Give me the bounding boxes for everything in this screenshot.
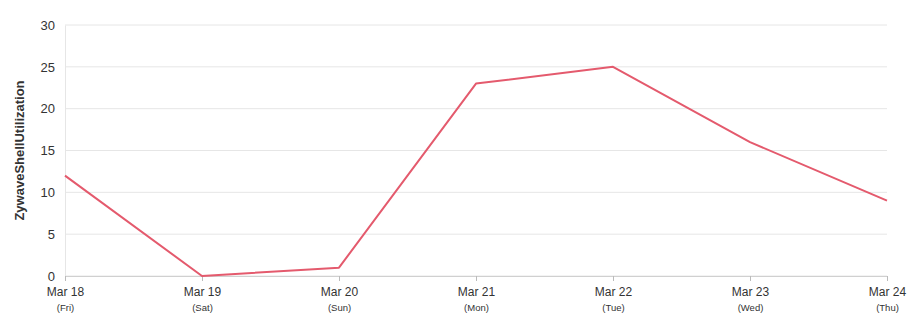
grid-line: [65, 234, 887, 235]
x-tick-label: Mar 21 (Mon): [458, 285, 496, 313]
y-axis-title: ZywaveShellUtilization: [12, 80, 27, 220]
x-tick-label-line: Mar 23: [732, 285, 770, 299]
y-axis: 0 5 10 15 20 25 30: [41, 18, 66, 284]
y-tick-label: 0: [48, 269, 55, 284]
grid-line: [65, 25, 887, 26]
x-tick-label-line: Mar 22: [595, 285, 633, 299]
y-tick: 30: [41, 18, 65, 33]
x-tick-label: Mar 20 (Sun): [321, 285, 359, 313]
y-tick-label: 20: [41, 101, 55, 116]
x-tick-label: Mar 22 (Tue): [595, 285, 633, 313]
x-tick-mark: [339, 276, 340, 281]
x-tick-label-line: Mar 24: [869, 285, 907, 299]
y-tick: 15: [41, 143, 65, 158]
grid-line: [65, 66, 887, 67]
y-tick: 0: [48, 269, 65, 284]
x-tick-mark: [613, 276, 614, 281]
line: [65, 67, 887, 276]
grid-line: [65, 108, 887, 109]
y-tick: 5: [48, 227, 65, 242]
x-tick: Mar 19 (Sat): [184, 276, 222, 313]
x-tick-label-line: (Tue): [602, 302, 624, 313]
x-tick-label: Mar 19 (Sat): [184, 285, 222, 313]
x-tick: Mar 20 (Sun): [321, 276, 359, 313]
x-tick-mark: [750, 276, 751, 281]
x-tick-label: Mar 18 (Fri): [47, 285, 85, 313]
x-tick-label-line: Mar 18: [47, 285, 85, 299]
x-tick-label-line: (Mon): [464, 302, 489, 313]
grid-line: [65, 192, 887, 193]
y-tick-label: 10: [41, 185, 55, 200]
x-tick-label-line: (Wed): [738, 302, 764, 313]
y-tick-label: 25: [41, 59, 55, 74]
y-tick: 10: [41, 185, 65, 200]
y-tick-label: 5: [48, 227, 55, 242]
x-tick-label-line: (Thu): [876, 302, 899, 313]
y-tick-label: 30: [41, 18, 55, 33]
y-tick: 25: [41, 59, 65, 74]
y-tick: 20: [41, 101, 65, 116]
x-tick-label-line: (Sun): [328, 302, 351, 313]
y-axis-line: [65, 26, 66, 277]
x-tick-label: Mar 24 (Thu): [869, 285, 907, 313]
x-tick-mark: [476, 276, 477, 281]
x-tick: Mar 24 (Thu): [869, 276, 907, 313]
grid: [65, 25, 887, 276]
x-tick-label-line: Mar 21: [458, 285, 496, 299]
x-tick-label: Mar 23 (Wed): [732, 285, 770, 313]
x-tick: Mar 18 (Fri): [47, 276, 85, 313]
y-tick-label: 15: [41, 143, 55, 158]
x-axis: Mar 18 (Fri) Mar 19 (Sat) Mar 20 (Sun) Mar 21 (…: [47, 276, 907, 313]
x-tick-label-line: (Fri): [57, 302, 74, 313]
x-tick-mark: [65, 276, 66, 281]
x-axis-line: [66, 277, 888, 282]
plot-area: [65, 67, 887, 276]
chart: 0 5 10 15 20 25 30 Mar 18 (Fri) Mar 19 (Sat) Mar 20…: [0, 0, 910, 331]
x-tick-label-line: Mar 20: [321, 285, 359, 299]
x-tick-label-line: (Sat): [192, 302, 213, 313]
x-tick: Mar 21 (Mon): [458, 276, 496, 313]
x-tick: Mar 22 (Tue): [595, 276, 633, 313]
x-tick-label-line: Mar 19: [184, 285, 222, 299]
x-tick-mark: [887, 276, 888, 281]
grid-line: [65, 150, 887, 151]
x-tick: Mar 23 (Wed): [732, 276, 770, 313]
